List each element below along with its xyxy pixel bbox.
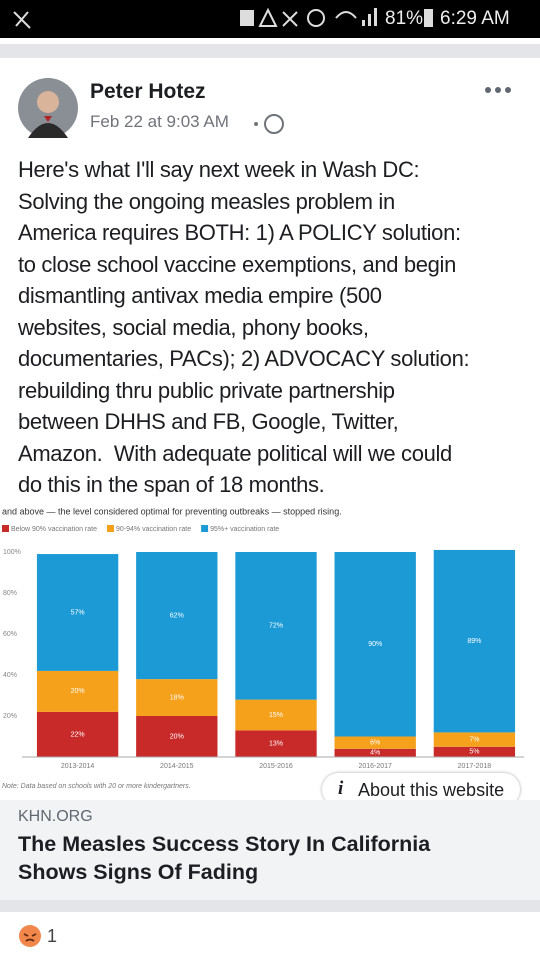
value-label: 22% (71, 731, 85, 738)
bar-segment (136, 716, 218, 757)
bar-segment (235, 552, 317, 700)
icon (374, 8, 377, 26)
about-label[interactable]: About this website (358, 780, 505, 800)
value-label: 4% (370, 750, 380, 757)
value-label: 7% (469, 736, 479, 743)
icon (240, 10, 254, 26)
y-tick-label: 20% (3, 713, 17, 720)
post-text-line: Amazon. With adequate political will we … (18, 440, 452, 466)
x-tick-label: 2014-2015 (160, 763, 194, 770)
value-label: 6% (370, 739, 380, 746)
post-text-line: documentaries, PACs); 2) ADVOCACY soluti… (18, 346, 470, 371)
value-label: 15% (269, 712, 283, 719)
author-name[interactable]: Peter Hotez (90, 80, 206, 103)
bar-segment (433, 746, 516, 757)
info-icon: i (338, 778, 344, 799)
value-label: 72% (269, 623, 283, 630)
post-text-line: between DHHS and FB, Google, Twitter, (18, 409, 399, 434)
icon (258, 7, 278, 27)
timestamp[interactable]: Feb 22 at 9:03 AM (90, 112, 229, 131)
post-text-line: rebuilding thru public private partnersh… (18, 377, 395, 403)
x-tick-label: 2013-2014 (61, 763, 95, 770)
icon (307, 9, 325, 27)
separator (0, 44, 540, 58)
clock: 6:29 AM (440, 8, 510, 29)
icon (282, 11, 298, 27)
bar-segment (36, 711, 119, 757)
value-label: 20% (71, 688, 85, 695)
value-label: 90% (368, 641, 382, 648)
post-text: Here's what I'll say next week in Wash D… (18, 154, 534, 501)
bar-segment (334, 736, 416, 749)
legend-swatch (201, 525, 209, 532)
legend-swatch (107, 525, 114, 532)
link-info[interactable]: KHN.ORG The Measles Success Story In Cal… (0, 800, 540, 900)
bar-segment (136, 679, 218, 716)
bar-segment (334, 748, 416, 757)
x-tick-label: 2017-2018 (458, 763, 492, 770)
separator (0, 900, 540, 912)
chart-note: Note: Data based on schools with 20 or m… (2, 783, 191, 790)
value-label: 20% (170, 733, 184, 740)
value-label: 5% (469, 749, 479, 756)
x-tick-label: 2016-2017 (358, 763, 392, 770)
legend-label: 95%+ vaccination rate (210, 526, 279, 533)
value-label: 89% (467, 638, 481, 645)
avatar[interactable] (18, 78, 78, 138)
bar-segment (334, 552, 416, 737)
y-tick-label: 40% (3, 672, 17, 679)
icon (362, 20, 365, 26)
value-label: 18% (170, 694, 184, 701)
post-text-line: dismantling antivax media empire (500 (18, 283, 382, 308)
post-text-line: America requires BOTH: 1) A POLICY solut… (18, 220, 461, 245)
bar-segment (433, 732, 516, 747)
battery-icon (424, 9, 433, 27)
reaction-count[interactable]: 1 (47, 926, 58, 946)
y-tick-label: 100% (3, 549, 21, 556)
bar-segment (235, 730, 317, 757)
link-domain: KHN.ORG (18, 808, 93, 825)
bar-segment (433, 549, 516, 733)
post-text-line: Here's what I'll say next week in Wash D… (18, 157, 420, 182)
post-text-line: do this in the span of 18 months. (18, 472, 325, 497)
y-tick-label: 80% (3, 590, 17, 597)
value-label: 13% (269, 741, 283, 748)
chart-caption: and above — the level considered optimal… (2, 506, 342, 516)
icon (368, 14, 371, 26)
icon (13, 11, 31, 29)
status-bar: 81% 6:29 AM (0, 0, 540, 38)
bar-segment (136, 552, 218, 680)
privacy-icon (254, 114, 284, 134)
legend-label: 90-94% vaccination rate (116, 526, 191, 533)
chart: and above — the level considered optimal… (2, 506, 524, 790)
legend-label: Below 90% vaccination rate (11, 526, 97, 533)
legend-swatch (2, 525, 9, 532)
x-tick-label: 2015-2016 (259, 763, 293, 770)
value-label: 62% (170, 612, 184, 619)
y-tick-label: 60% (3, 631, 17, 638)
battery: 81% (385, 8, 424, 29)
more-menu[interactable] (484, 84, 514, 96)
icon (335, 11, 357, 19)
bar-segment (36, 670, 119, 712)
angry-reaction[interactable] (18, 924, 42, 948)
status-icons (13, 7, 433, 29)
value-label: 57% (71, 609, 85, 616)
bar-segment (36, 554, 119, 671)
post-text-line: Solving the ongoing measles problem in (18, 188, 395, 214)
link-title[interactable]: The Measles Success Story In California … (18, 832, 431, 884)
bar-segment (235, 699, 317, 731)
post-text-line: to close school vaccine exemptions, and … (18, 251, 456, 277)
post-text-line: websites, social media, phony books, (18, 314, 369, 340)
